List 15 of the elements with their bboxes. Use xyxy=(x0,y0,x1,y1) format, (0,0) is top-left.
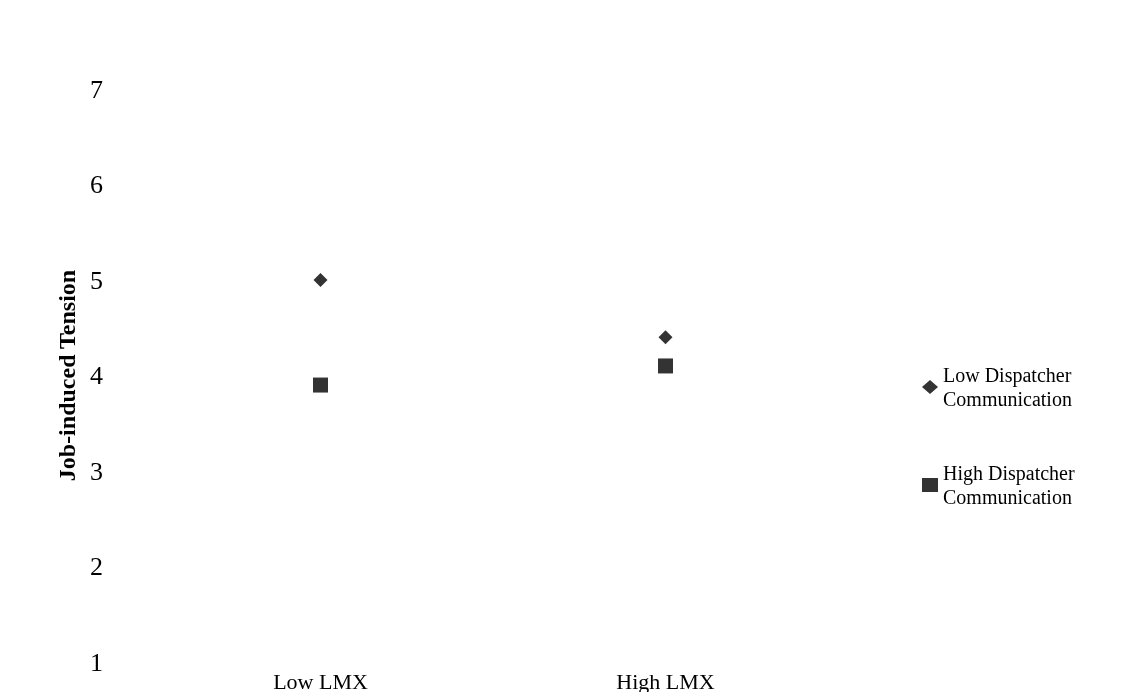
legend-label: High Dispatcher Communication xyxy=(943,462,1080,508)
y-tick-label: 6 xyxy=(90,170,103,199)
y-tick-label: 4 xyxy=(90,361,103,390)
point xyxy=(313,273,328,287)
y-tick-label: 1 xyxy=(90,647,103,677)
point xyxy=(658,330,673,345)
x-tick-label: Low LMX xyxy=(273,668,368,694)
y-tick-label: 2 xyxy=(90,552,103,581)
y-tick-label: 5 xyxy=(90,265,103,295)
legend-label: Low Dispatcher Communication xyxy=(943,364,1077,410)
y-tick-label: 7 xyxy=(90,74,103,104)
point xyxy=(313,377,328,393)
y-tick-label: 3 xyxy=(90,456,103,486)
y-axis-title: Job-induced Tension xyxy=(54,269,81,482)
point xyxy=(658,358,673,374)
